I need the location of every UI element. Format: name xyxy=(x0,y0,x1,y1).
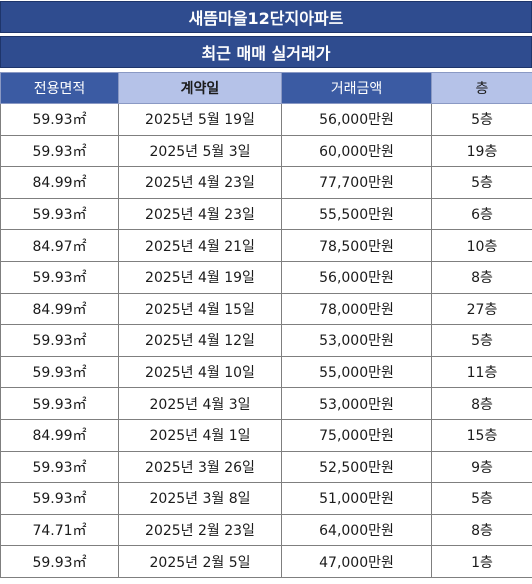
price-cell: 75,000만원 xyxy=(281,418,432,452)
header-price: 거래금액 xyxy=(281,72,432,104)
price-cell: 60,000만원 xyxy=(281,134,432,168)
table-row: 59.93㎡ 2025년 4월 10일 55,000만원 11층 xyxy=(0,355,532,389)
price-cell: 77,700만원 xyxy=(281,166,432,199)
table-row: 84.99㎡ 2025년 4월 23일 77,700만원 5층 xyxy=(0,166,532,199)
contract-date-cell: 2025년 5월 19일 xyxy=(118,103,282,136)
price-cell: 56,000만원 xyxy=(281,260,432,294)
price-cell: 53,000만원 xyxy=(281,324,432,357)
table-subtitle: 최근 매매 실거래가 xyxy=(0,36,532,68)
area-cell: 59.93㎡ xyxy=(0,545,119,578)
price-cell: 55,000만원 xyxy=(281,355,432,389)
table-row: 59.93㎡ 2025년 4월 3일 53,000만원 8층 xyxy=(0,387,532,420)
price-cell: 55,500만원 xyxy=(281,197,432,231)
price-cell: 52,500만원 xyxy=(281,450,432,484)
contract-date-cell: 2025년 4월 21일 xyxy=(118,229,282,262)
floor-cell: 5층 xyxy=(431,103,532,136)
contract-date-cell: 2025년 3월 8일 xyxy=(118,482,282,515)
area-cell: 74.71㎡ xyxy=(0,513,119,547)
header-floor: 층 xyxy=(431,72,532,104)
contract-date-cell: 2025년 2월 23일 xyxy=(118,513,282,547)
price-cell: 78,500만원 xyxy=(281,229,432,262)
area-cell: 59.93㎡ xyxy=(0,197,119,231)
floor-cell: 10층 xyxy=(431,229,532,262)
table-row: 59.93㎡ 2025년 4월 12일 53,000만원 5층 xyxy=(0,324,532,357)
area-cell: 59.93㎡ xyxy=(0,482,119,515)
apartment-title: 새뜸마을12단지아파트 xyxy=(0,1,532,33)
table-row: 74.71㎡ 2025년 2월 23일 64,000만원 8층 xyxy=(0,513,532,547)
floor-cell: 5층 xyxy=(431,482,532,515)
table-body: 59.93㎡ 2025년 5월 19일 56,000만원 5층 59.93㎡ 2025년 … xyxy=(0,103,532,578)
table-row: 59.93㎡ 2025년 5월 19일 56,000만원 5층 xyxy=(0,103,532,136)
floor-cell: 27층 xyxy=(431,292,532,326)
floor-cell: 8층 xyxy=(431,513,532,547)
floor-cell: 1층 xyxy=(431,545,532,578)
floor-cell: 5층 xyxy=(431,324,532,357)
floor-cell: 5층 xyxy=(431,166,532,199)
area-cell: 59.93㎡ xyxy=(0,134,119,168)
floor-cell: 6층 xyxy=(431,197,532,231)
floor-cell: 19층 xyxy=(431,134,532,168)
price-cell: 64,000만원 xyxy=(281,513,432,547)
area-cell: 84.99㎡ xyxy=(0,292,119,326)
table-row: 84.99㎡ 2025년 4월 1일 75,000만원 15층 xyxy=(0,418,532,452)
table-row: 59.93㎡ 2025년 3월 8일 51,000만원 5층 xyxy=(0,482,532,515)
area-cell: 59.93㎡ xyxy=(0,355,119,389)
contract-date-cell: 2025년 4월 23일 xyxy=(118,166,282,199)
contract-date-cell: 2025년 4월 23일 xyxy=(118,197,282,231)
contract-date-cell: 2025년 3월 26일 xyxy=(118,450,282,484)
area-cell: 59.93㎡ xyxy=(0,324,119,357)
header-contract-date: 계약일 xyxy=(118,72,282,104)
floor-cell: 11층 xyxy=(431,355,532,389)
price-cell: 56,000만원 xyxy=(281,103,432,136)
contract-date-cell: 2025년 4월 12일 xyxy=(118,324,282,357)
table-row: 84.99㎡ 2025년 4월 15일 78,000만원 27층 xyxy=(0,292,532,326)
area-cell: 84.97㎡ xyxy=(0,229,119,262)
contract-date-cell: 2025년 4월 10일 xyxy=(118,355,282,389)
contract-date-cell: 2025년 4월 15일 xyxy=(118,292,282,326)
floor-cell: 8층 xyxy=(431,260,532,294)
table-row: 59.93㎡ 2025년 4월 19일 56,000만원 8층 xyxy=(0,260,532,294)
table-row: 84.97㎡ 2025년 4월 21일 78,500만원 10층 xyxy=(0,229,532,262)
floor-cell: 8층 xyxy=(431,387,532,420)
header-area: 전용면적 xyxy=(0,72,119,104)
transactions-table: 전용면적 계약일 거래금액 층 59.93㎡ 2025년 5월 19일 56,000… xyxy=(0,72,532,578)
header-row: 전용면적 계약일 거래금액 층 xyxy=(0,72,532,104)
area-cell: 84.99㎡ xyxy=(0,166,119,199)
area-cell: 59.93㎡ xyxy=(0,103,119,136)
area-cell: 84.99㎡ xyxy=(0,418,119,452)
price-cell: 51,000만원 xyxy=(281,482,432,515)
table-row: 59.93㎡ 2025년 2월 5일 47,000만원 1층 xyxy=(0,545,532,578)
table-row: 59.93㎡ 2025년 4월 23일 55,500만원 6층 xyxy=(0,197,532,231)
area-cell: 59.93㎡ xyxy=(0,387,119,420)
area-cell: 59.93㎡ xyxy=(0,450,119,484)
price-cell: 53,000만원 xyxy=(281,387,432,420)
contract-date-cell: 2025년 4월 19일 xyxy=(118,260,282,294)
table-row: 59.93㎡ 2025년 3월 26일 52,500만원 9층 xyxy=(0,450,532,484)
area-cell: 59.93㎡ xyxy=(0,260,119,294)
contract-date-cell: 2025년 5월 3일 xyxy=(118,134,282,168)
contract-date-cell: 2025년 4월 3일 xyxy=(118,387,282,420)
floor-cell: 9층 xyxy=(431,450,532,484)
price-cell: 78,000만원 xyxy=(281,292,432,326)
price-cell: 47,000만원 xyxy=(281,545,432,578)
floor-cell: 15층 xyxy=(431,418,532,452)
contract-date-cell: 2025년 2월 5일 xyxy=(118,545,282,578)
table-row: 59.93㎡ 2025년 5월 3일 60,000만원 19층 xyxy=(0,134,532,168)
contract-date-cell: 2025년 4월 1일 xyxy=(118,418,282,452)
